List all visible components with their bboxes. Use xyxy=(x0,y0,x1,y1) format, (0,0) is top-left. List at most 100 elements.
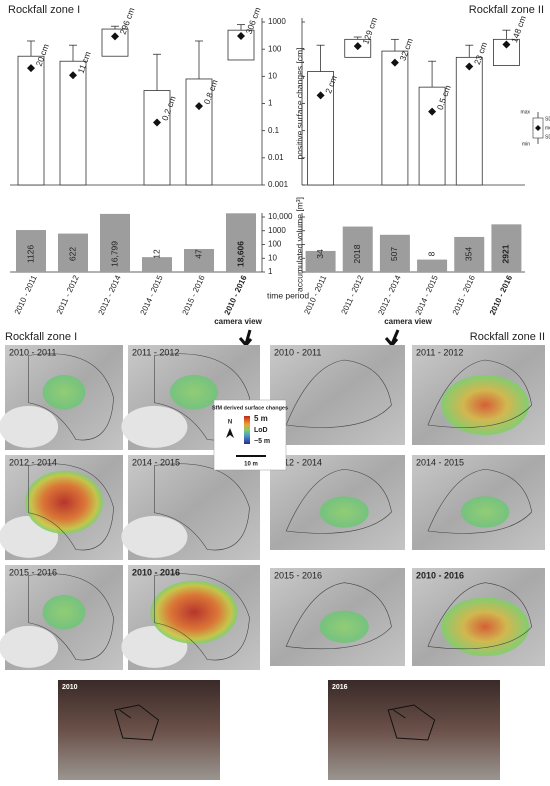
bar xyxy=(184,249,214,272)
mean-marker xyxy=(390,58,399,67)
legend-label: max xyxy=(521,109,531,115)
x-tick-label: 2012 - 2014 xyxy=(376,273,402,316)
x-tick-label: 2010 - 2016 xyxy=(488,273,514,316)
panel-label: 2012 - 2014 xyxy=(274,457,322,467)
bar-value-label: 2018 xyxy=(352,244,362,263)
y-tick-label: 0.001 xyxy=(268,180,289,189)
bar-value-label: 622 xyxy=(67,247,77,261)
x-tick-label: 2012 - 2014 xyxy=(97,273,123,316)
y-tick-label: 100 xyxy=(268,44,282,53)
mean-label: 306 cm xyxy=(244,6,263,36)
hillshade xyxy=(270,345,405,445)
change-area xyxy=(150,580,238,644)
box xyxy=(418,86,446,186)
bar-value-label: 12 xyxy=(151,249,161,259)
mean-marker xyxy=(502,40,511,49)
y-axis-label: accumulated volume [m³] xyxy=(294,197,304,292)
north-label: N xyxy=(228,420,232,426)
box xyxy=(143,90,171,186)
x-axis-label: time period xyxy=(267,290,309,300)
mean-label: 129 cm xyxy=(360,16,379,46)
x-tick-label: 2015 - 2016 xyxy=(451,273,477,316)
panel-label: 2011 - 2012 xyxy=(416,347,463,357)
x-tick-label: 2010 - 2016 xyxy=(223,273,249,316)
chart-title: Rockfall zone I xyxy=(8,4,80,16)
box xyxy=(101,28,129,57)
panel-label: 2012 - 2014 xyxy=(9,457,57,467)
bar-value-label: 507 xyxy=(389,247,399,261)
change-area xyxy=(441,597,530,657)
change-area xyxy=(42,594,86,630)
box xyxy=(455,56,483,186)
bar-value-label: 354 xyxy=(464,247,474,261)
zone-title: Rockfall zone II xyxy=(470,331,545,343)
panel-label: 2010 - 2011 xyxy=(9,347,56,357)
photo-label: 2010 xyxy=(62,684,78,691)
x-tick-label: 2011 - 2012 xyxy=(55,273,81,315)
zone-outline xyxy=(285,582,392,650)
y-tick-label: 1 xyxy=(268,267,273,276)
panel-label: 2010 - 2016 xyxy=(132,567,180,577)
mean-marker xyxy=(237,31,245,40)
bar xyxy=(58,233,88,272)
scale-label: 10 m xyxy=(244,462,258,468)
mean-marker xyxy=(195,102,203,111)
panel-label: 2014 - 2015 xyxy=(132,457,180,467)
mean-marker xyxy=(465,62,474,71)
rock-outcrop xyxy=(121,405,188,448)
x-tick-label: 2010 - 2011 xyxy=(13,273,39,315)
bar xyxy=(379,234,410,272)
mean-marker xyxy=(111,32,119,41)
change-area xyxy=(441,375,530,435)
x-tick-label: 2014 - 2015 xyxy=(414,273,440,316)
y-tick-label: 10 xyxy=(268,253,277,262)
bar-value-label: 34 xyxy=(315,249,325,259)
panel-label: 2010 - 2016 xyxy=(416,570,464,580)
legend-label: SD xyxy=(545,116,550,122)
photo-outline xyxy=(387,704,436,741)
zone-outline xyxy=(427,468,533,534)
box xyxy=(17,55,45,186)
change-area xyxy=(319,610,369,643)
y-tick-label: 10,000 xyxy=(268,212,293,221)
chart-title: Rockfall zone II xyxy=(469,4,544,16)
north-arrow xyxy=(226,428,234,438)
mean-label: 23 cm xyxy=(472,41,489,66)
legend-label: SD xyxy=(545,134,550,140)
bar xyxy=(226,213,256,272)
change-area xyxy=(42,374,86,410)
mean-marker xyxy=(153,118,161,127)
zone-outline xyxy=(427,359,533,428)
zone-outline xyxy=(28,573,114,661)
panel-label: 2015 - 2016 xyxy=(274,570,322,580)
zone-outline xyxy=(154,463,250,551)
legend-low: −5 m xyxy=(254,438,270,445)
bar xyxy=(454,236,485,272)
change-area xyxy=(319,496,369,528)
y-tick-label: 100 xyxy=(268,240,282,249)
legend-label: min xyxy=(522,141,530,147)
legend-title: SfM derived surface changes xyxy=(212,405,288,411)
panel-label: 2010 - 2011 xyxy=(274,347,321,357)
camera-label: camera view xyxy=(214,317,262,326)
bar-value-label: 16,799 xyxy=(109,241,119,267)
mean-label: 296 cm xyxy=(118,6,137,36)
bar xyxy=(491,224,522,272)
zone-outline xyxy=(28,463,114,551)
y-tick-label: 0.1 xyxy=(268,126,280,135)
rock-outcrop xyxy=(0,625,59,668)
legend-mean xyxy=(535,125,541,131)
mean-label: 20 cm xyxy=(34,42,51,67)
change-area xyxy=(25,470,103,534)
bar-value-label: 18,606 xyxy=(235,241,245,267)
legend-high: 5 m xyxy=(254,414,268,423)
box xyxy=(59,60,87,186)
bar xyxy=(100,213,130,272)
y-tick-label: 1000 xyxy=(268,17,286,26)
x-tick-label: 2011 - 2012 xyxy=(340,273,366,315)
panel-label: 2014 - 2015 xyxy=(416,457,464,467)
camera-arrow xyxy=(384,329,400,348)
y-axis-label: positive surface changes [cm] xyxy=(294,48,304,160)
y-tick-label: 0.01 xyxy=(268,153,284,162)
